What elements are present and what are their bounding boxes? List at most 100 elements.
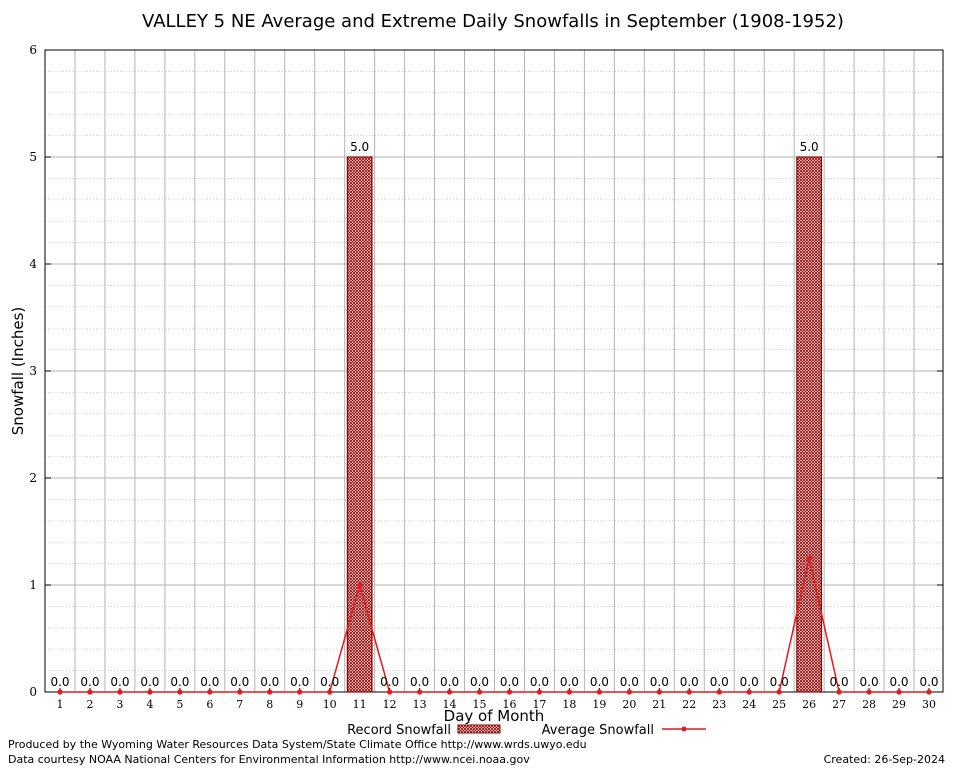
average-point bbox=[926, 689, 932, 695]
x-tick-label: 23 bbox=[712, 698, 726, 711]
y-axis-title: Snowfall (Inches) bbox=[9, 307, 27, 435]
bar-value-label: 0.0 bbox=[140, 675, 159, 689]
y-tick-label: 1 bbox=[29, 578, 37, 592]
x-tick-label: 14 bbox=[443, 698, 457, 711]
x-tick-label: 26 bbox=[802, 698, 816, 711]
average-point bbox=[416, 689, 423, 695]
x-tick-label: 30 bbox=[922, 698, 936, 711]
bar-value-label: 0.0 bbox=[380, 675, 399, 689]
average-point bbox=[327, 689, 333, 695]
bar-value-label: 0.0 bbox=[919, 675, 938, 689]
x-tick-label: 25 bbox=[772, 698, 786, 711]
x-tick-label: 10 bbox=[323, 698, 337, 711]
footer-producer: Produced by the Wyoming Water Resources … bbox=[8, 738, 587, 751]
bar-value-label: 0.0 bbox=[680, 675, 699, 689]
average-point bbox=[446, 689, 453, 695]
chart-title: VALLEY 5 NE Average and Extreme Daily Sn… bbox=[142, 11, 844, 32]
average-point bbox=[716, 689, 722, 695]
data-labels: 0.0 0.0 0.0 0.0 0.0 0.0 0.0 0.0 0.0 0.0 5.0 0.0 0.0 0… bbox=[50, 140, 938, 689]
x-tick-label: 8 bbox=[266, 698, 273, 711]
bar-value-label: 0.0 bbox=[650, 675, 669, 689]
bar-value-label: 0.0 bbox=[260, 675, 279, 689]
legend-average-marker bbox=[681, 726, 687, 732]
y-axis-ticks: 0 1 2 3 4 5 6 bbox=[29, 43, 943, 699]
average-point bbox=[267, 689, 273, 695]
average-point bbox=[776, 689, 782, 695]
y-tick-label: 2 bbox=[29, 471, 37, 485]
x-tick-label: 5 bbox=[176, 698, 183, 711]
x-tick-label: 2 bbox=[86, 698, 93, 711]
x-tick-label: 20 bbox=[622, 698, 636, 711]
x-tick-label: 7 bbox=[236, 698, 243, 711]
average-point bbox=[896, 689, 902, 695]
x-tick-label: 24 bbox=[742, 698, 756, 711]
x-tick-label: 21 bbox=[652, 698, 666, 711]
record-bar bbox=[346, 156, 373, 693]
y-tick-label: 4 bbox=[29, 257, 37, 271]
footer-data-source: Data courtesy NOAA National Centers for … bbox=[8, 753, 530, 766]
x-axis-ticks: 1 2 3 4 5 6 7 8 9 10 11 12 13 14 15 16 17 18 19 20 21 22 23 24 2… bbox=[57, 688, 936, 711]
average-point bbox=[506, 689, 513, 695]
y-tick-label: 5 bbox=[29, 150, 37, 164]
average-point bbox=[746, 689, 752, 695]
average-point bbox=[57, 689, 63, 695]
bar-value-label: 0.0 bbox=[470, 675, 489, 689]
average-line-path bbox=[60, 558, 929, 693]
bar-value-label: 0.0 bbox=[710, 675, 729, 689]
bar-value-label: 0.0 bbox=[860, 675, 879, 689]
x-tick-label: 15 bbox=[473, 698, 487, 711]
average-point bbox=[836, 689, 842, 695]
x-tick-label: 28 bbox=[862, 698, 876, 711]
bar-value-label: 0.0 bbox=[440, 675, 459, 689]
y-tick-label: 0 bbox=[29, 685, 37, 699]
bar-value-label: 0.0 bbox=[830, 675, 849, 689]
x-tick-label: 16 bbox=[502, 698, 516, 711]
bar-value-label: 0.0 bbox=[740, 675, 759, 689]
x-tick-label: 12 bbox=[383, 698, 397, 711]
average-point bbox=[806, 555, 812, 561]
legend-record-label: Record Snowfall bbox=[347, 723, 451, 738]
average-line bbox=[57, 555, 932, 695]
bar-value-label: 0.0 bbox=[530, 675, 549, 689]
grid bbox=[45, 50, 943, 692]
average-point bbox=[297, 689, 303, 695]
x-tick-label: 19 bbox=[592, 698, 606, 711]
bar-value-label: 0.0 bbox=[80, 675, 99, 689]
average-point bbox=[536, 689, 543, 695]
record-bar bbox=[796, 156, 823, 693]
x-tick-label: 11 bbox=[353, 698, 367, 711]
x-tick-label: 29 bbox=[892, 698, 906, 711]
average-point bbox=[566, 689, 573, 695]
x-tick-label: 27 bbox=[832, 698, 846, 711]
average-point bbox=[626, 689, 632, 695]
x-tick-label: 4 bbox=[146, 698, 153, 711]
bar-value-label: 5.0 bbox=[350, 140, 369, 154]
legend-record-swatch bbox=[457, 724, 501, 734]
bar-value-label: 0.0 bbox=[889, 675, 908, 689]
bar-value-label: 0.0 bbox=[560, 675, 579, 689]
bar-value-label: 0.0 bbox=[200, 675, 219, 689]
footer-created-date: Created: 26-Sep-2024 bbox=[824, 753, 945, 766]
x-tick-label: 22 bbox=[682, 698, 696, 711]
average-point bbox=[207, 689, 213, 695]
bar-value-label: 0.0 bbox=[320, 675, 339, 689]
y-tick-label: 6 bbox=[29, 43, 37, 57]
bar-value-label: 0.0 bbox=[50, 675, 69, 689]
bar-value-label: 0.0 bbox=[410, 675, 429, 689]
x-axis-title: Day of Month bbox=[444, 707, 545, 725]
x-tick-label: 6 bbox=[206, 698, 213, 711]
average-point bbox=[237, 689, 243, 695]
average-point bbox=[476, 689, 483, 695]
legend-average-label: Average Snowfall bbox=[542, 723, 654, 738]
bar-value-label: 0.0 bbox=[770, 675, 789, 689]
average-point bbox=[147, 689, 153, 695]
bar-value-label: 0.0 bbox=[620, 675, 639, 689]
bar-value-label: 0.0 bbox=[290, 675, 309, 689]
average-point bbox=[866, 689, 872, 695]
bar-value-label: 0.0 bbox=[590, 675, 609, 689]
bar-value-label: 0.0 bbox=[110, 675, 129, 689]
x-tick-label: 1 bbox=[57, 698, 64, 711]
bar-value-label: 0.0 bbox=[170, 675, 189, 689]
x-tick-label: 18 bbox=[562, 698, 576, 711]
average-point bbox=[177, 689, 183, 695]
